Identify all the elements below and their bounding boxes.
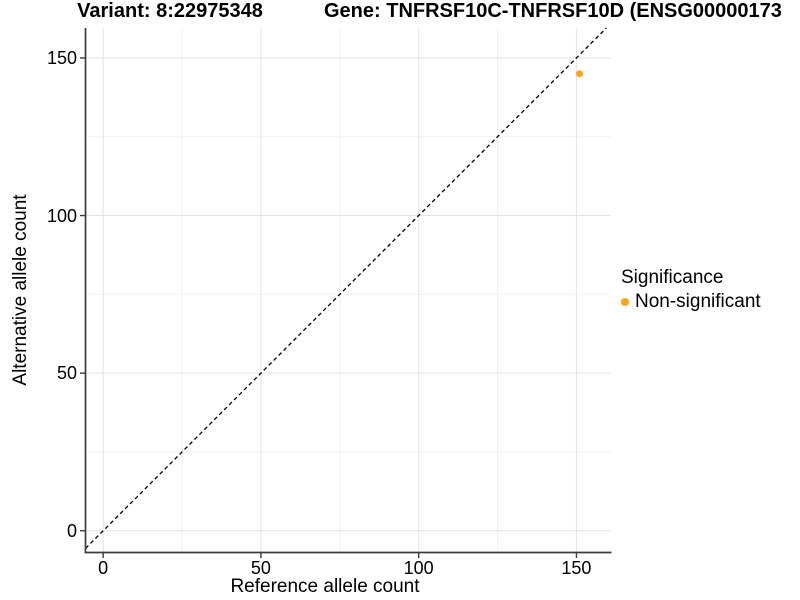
x-axis-tick-label: 0 xyxy=(98,558,109,578)
y-axis-tick-label: 100 xyxy=(46,205,77,226)
x-axis-label: Reference allele count xyxy=(230,576,420,597)
gene-title: Gene: TNFRSF10C-TNFRSF10D (ENSG00000173 xyxy=(324,0,782,22)
x-axis-tick-label: 150 xyxy=(561,558,592,578)
legend-item-label: Non-significant xyxy=(635,291,761,312)
x-axis-tick-label: 100 xyxy=(403,558,434,578)
legend-point-icon xyxy=(621,298,629,306)
y-axis-label: Alternative allele count xyxy=(10,194,31,386)
legend-title: Significance xyxy=(621,267,724,288)
legend: Significance Non-significant xyxy=(621,267,761,312)
variant-title: Variant: 8:22975348 xyxy=(77,0,263,22)
legend-item-non-significant: Non-significant xyxy=(621,292,761,312)
x-axis-tick-label: 50 xyxy=(250,558,271,578)
data-point xyxy=(576,70,584,78)
y-axis-tick-label: 150 xyxy=(46,47,77,68)
y-axis-tick-label: 0 xyxy=(66,520,77,541)
y-axis-tick-label: 50 xyxy=(56,363,77,384)
identity-reference-line xyxy=(85,27,607,549)
